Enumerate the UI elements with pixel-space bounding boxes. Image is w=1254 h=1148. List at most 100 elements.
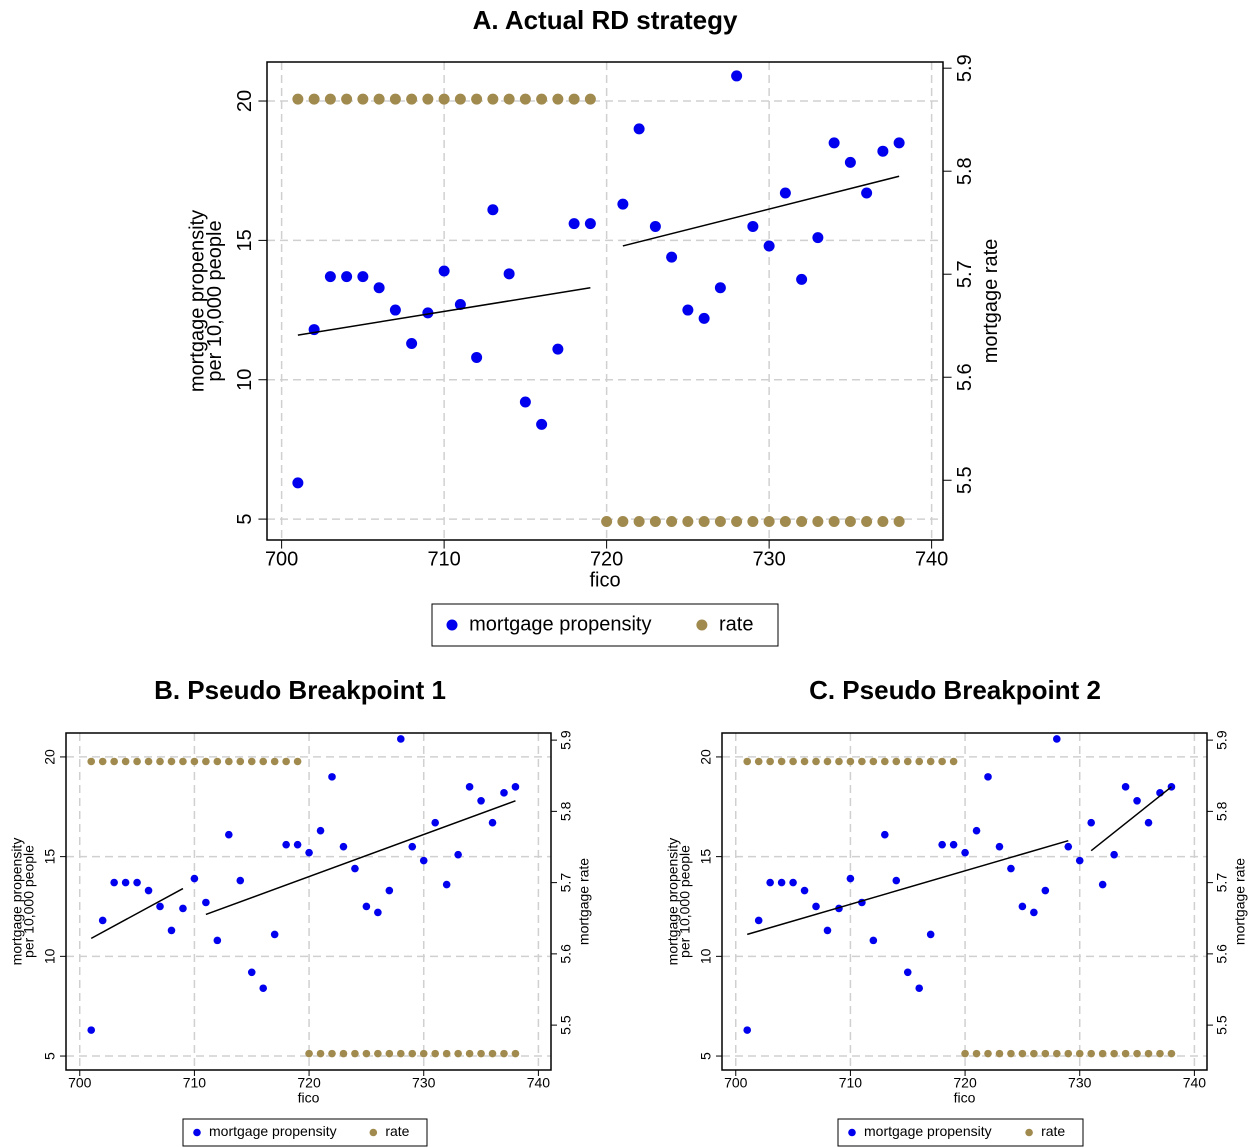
data-point xyxy=(1110,850,1118,859)
data-point xyxy=(698,515,710,527)
data-point xyxy=(324,271,336,283)
x-tick-label: 710 xyxy=(839,1075,863,1091)
data-point xyxy=(190,874,199,883)
data-point xyxy=(328,773,336,781)
data-point xyxy=(396,1049,405,1058)
data-point xyxy=(568,93,580,105)
data-point xyxy=(293,840,302,849)
x-tick-label: 740 xyxy=(915,548,948,570)
data-point xyxy=(961,848,969,857)
data-point xyxy=(419,1049,428,1058)
data-point xyxy=(1064,842,1073,851)
data-point xyxy=(422,93,434,105)
chart-title: B. Pseudo Breakpoint 1 xyxy=(154,675,446,705)
data-point xyxy=(442,1049,451,1058)
data-point xyxy=(823,757,832,766)
y-axis-label: per 10,000 people xyxy=(677,845,693,958)
data-point xyxy=(972,1049,981,1058)
y-axis-label: mortgage propensity xyxy=(9,838,25,966)
data-point xyxy=(903,968,912,977)
data-point xyxy=(926,757,935,766)
data-point xyxy=(133,757,141,766)
data-point xyxy=(796,273,808,285)
data-point xyxy=(357,271,369,283)
y-axis-label: mortgage propensity xyxy=(665,838,681,966)
data-point xyxy=(385,1049,394,1058)
x-tick-label: 700 xyxy=(265,548,298,570)
x-tick-label: 720 xyxy=(590,548,623,570)
data-point xyxy=(511,783,520,791)
data-point xyxy=(617,515,629,527)
data-point xyxy=(1075,1049,1084,1058)
plot-frame xyxy=(266,61,944,541)
data-point xyxy=(487,93,499,105)
data-point xyxy=(779,187,791,199)
y2-tick-label: 5.7 xyxy=(1214,873,1230,893)
data-point xyxy=(454,93,466,105)
x-tick-label: 730 xyxy=(412,1075,436,1091)
legend-label: rate xyxy=(1041,1123,1065,1139)
data-point xyxy=(961,1049,969,1058)
data-point xyxy=(144,886,153,895)
data-point xyxy=(972,826,981,835)
data-point xyxy=(995,842,1004,851)
data-point xyxy=(731,70,743,82)
data-point xyxy=(465,783,474,791)
data-point xyxy=(568,218,580,230)
data-point xyxy=(747,515,759,527)
data-point xyxy=(225,830,233,839)
data-point xyxy=(892,757,901,766)
y2-tick-label: 5.8 xyxy=(954,157,976,185)
y-tick-label: 15 xyxy=(42,849,58,865)
y-tick-label: 10 xyxy=(698,948,714,964)
y2-tick-label: 5.9 xyxy=(954,54,976,82)
y-axis-label: mortgage propensity xyxy=(187,210,209,392)
data-point xyxy=(471,93,483,105)
plot-frame xyxy=(65,732,552,1071)
data-point xyxy=(666,251,678,263)
legend-label: mortgage propensity xyxy=(209,1123,337,1139)
data-point xyxy=(601,515,613,527)
data-point xyxy=(519,93,531,105)
plot-frame xyxy=(721,732,1208,1071)
y2-tick-label: 5.9 xyxy=(558,730,574,750)
data-point xyxy=(846,874,855,883)
data-point xyxy=(1121,783,1130,791)
data-point xyxy=(373,93,385,105)
fit-line xyxy=(297,287,591,336)
data-point xyxy=(121,757,130,766)
data-point xyxy=(454,1049,462,1058)
fit-line xyxy=(205,800,516,916)
data-point xyxy=(213,757,222,766)
data-point xyxy=(812,515,824,527)
legend-marker xyxy=(1025,1128,1033,1137)
data-point xyxy=(649,220,661,232)
y2-tick-label: 5.5 xyxy=(954,466,976,494)
y2-axis-label: mortgage rate xyxy=(980,239,1002,364)
y2-tick-label: 5.5 xyxy=(1214,1015,1230,1035)
data-point xyxy=(247,757,256,766)
data-point xyxy=(389,93,401,105)
legend-box xyxy=(182,1118,428,1147)
data-point xyxy=(236,876,245,885)
data-point xyxy=(339,1049,348,1058)
y-tick-label: 10 xyxy=(42,948,58,964)
y2-axis-label: mortgage rate xyxy=(1232,858,1248,945)
data-point xyxy=(202,757,210,766)
plot-area xyxy=(267,62,943,540)
legend-label: mortgage propensity xyxy=(864,1123,992,1139)
legend-marker xyxy=(193,1128,201,1137)
data-point xyxy=(110,757,118,766)
data-point xyxy=(305,848,313,857)
y2-tick-label: 5.8 xyxy=(1214,801,1230,821)
y2-tick-label: 5.6 xyxy=(954,363,976,391)
data-point xyxy=(796,515,808,527)
data-point xyxy=(893,515,905,527)
y2-tick-label: 5.6 xyxy=(558,944,574,964)
data-point xyxy=(861,515,873,527)
data-point xyxy=(1018,902,1027,911)
data-point xyxy=(812,757,820,766)
data-point xyxy=(789,757,797,766)
y2-tick-label: 5.7 xyxy=(558,873,574,893)
